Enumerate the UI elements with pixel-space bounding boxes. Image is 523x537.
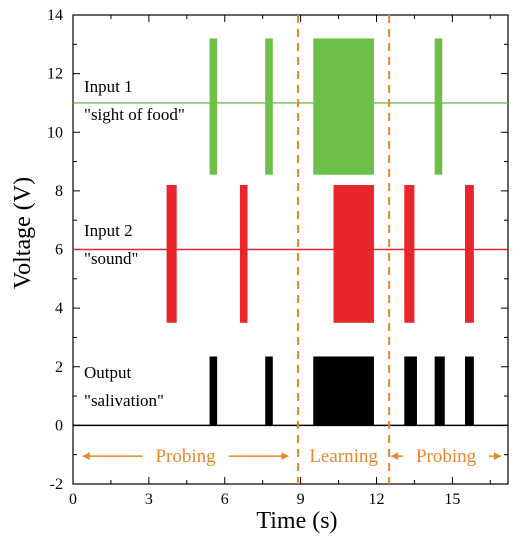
x-tick-label: 6: [221, 491, 229, 508]
y-tick-label: 2: [55, 359, 63, 376]
output-subtitle: "salivation": [84, 391, 164, 410]
x-tick-label: 15: [444, 491, 460, 508]
y-tick-label: 10: [47, 124, 63, 141]
input-1-pulse: [313, 38, 374, 175]
phase-arrowhead-left: [82, 452, 90, 461]
x-tick-label: 3: [145, 491, 153, 508]
phase-arrowhead-left: [391, 452, 399, 461]
y-tick-label: 0: [55, 417, 63, 434]
output-pulse: [209, 356, 218, 426]
phase-label-1: Probing: [155, 446, 216, 467]
x-axis-label: Time (s): [256, 508, 337, 534]
input-2-pulse: [166, 185, 177, 323]
input2-title: Input 2: [84, 221, 133, 240]
input-1-pulse: [265, 38, 273, 175]
phase-arrowhead-right: [281, 452, 289, 461]
output-pulse: [313, 356, 374, 426]
input1-subtitle: "sight of food": [84, 105, 185, 124]
x-tick-label: 12: [368, 491, 384, 508]
x-tick-label: 9: [297, 491, 305, 508]
output-title: Output: [84, 363, 132, 382]
phase-label-2: Learning: [309, 446, 378, 467]
y-axis-label: Voltage (V): [10, 177, 36, 289]
input-1-pulse: [434, 38, 443, 175]
input1-title: Input 1: [84, 77, 133, 96]
input-2-pulse: [465, 185, 474, 323]
output-pulse: [434, 356, 445, 426]
y-tick-label: 14: [47, 7, 63, 24]
input-1-pulse: [209, 38, 218, 175]
input-2-pulse: [404, 185, 415, 323]
y-tick-label: -2: [50, 476, 63, 493]
plot-area: 0 3 6 9 12 15 -2 0 2 4 6 8 10 12 14 Probing Learning Prob…: [47, 7, 509, 508]
output-pulse: [265, 356, 273, 426]
input-2-pulse: [239, 185, 248, 323]
y-tick-label: 6: [55, 242, 63, 259]
output-pulse: [465, 356, 474, 426]
y-tick-label: 12: [47, 66, 63, 83]
y-tick-label: 8: [55, 183, 63, 200]
output-pulse: [404, 356, 417, 426]
input2-subtitle: "sound": [84, 249, 139, 268]
phase-label-3: Probing: [416, 446, 477, 467]
y-tick-label: 4: [55, 300, 63, 317]
input-2-pulse: [333, 185, 374, 323]
phase-arrowhead-right: [493, 452, 501, 461]
x-tick-label: 0: [69, 491, 77, 508]
